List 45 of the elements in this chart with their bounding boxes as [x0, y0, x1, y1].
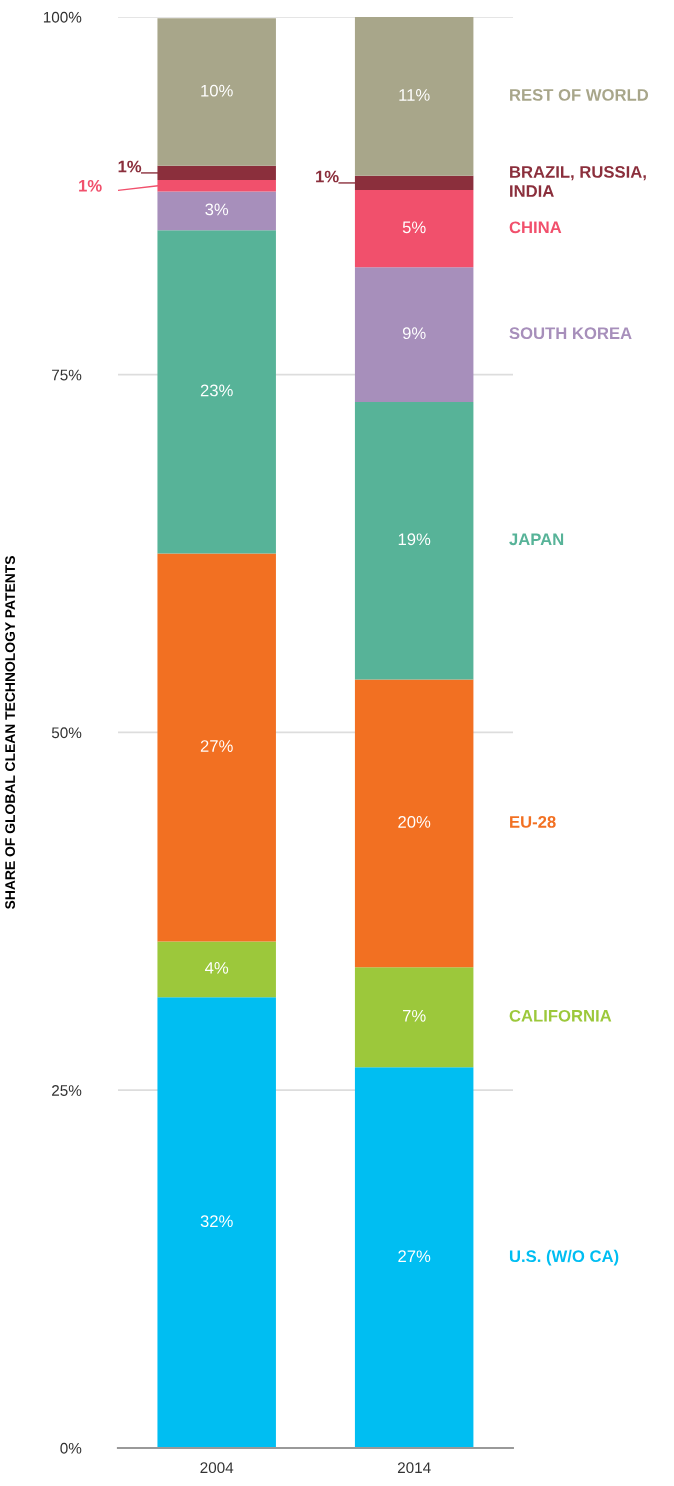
y-axis-title: SHARE OF GLOBAL CLEAN TECHNOLOGY PATENTS — [5, 556, 16, 910]
data-label: 23% — [200, 384, 233, 397]
text: U.S. (W/O CA) — [509, 1249, 619, 1266]
bar — [157, 941, 276, 998]
text: SOUTH KOREA — [509, 327, 632, 340]
y-tick-label: 100% — [43, 11, 82, 23]
data-label: 7% — [402, 1009, 426, 1022]
text: EU-28 — [510, 815, 556, 828]
bar — [354, 16, 474, 176]
data-label: 27% — [200, 740, 233, 752]
x-tick-label: 2004 — [200, 1462, 234, 1474]
data-label: 1% — [316, 170, 339, 183]
bar — [157, 553, 276, 942]
data-label: 11% — [399, 89, 430, 101]
bar — [354, 967, 474, 1068]
data-label: 3% — [205, 203, 229, 216]
bar — [354, 1067, 474, 1448]
data-label: 4% — [205, 962, 229, 974]
text: CALIFORNIA — [509, 1009, 612, 1022]
text: BRAZIL, RUSSIA, INDIA — [510, 166, 646, 197]
bar — [157, 18, 276, 166]
bar — [354, 679, 474, 968]
bar — [354, 267, 474, 402]
bar — [157, 191, 276, 231]
y-tick-label: 50% — [51, 727, 82, 739]
bar — [157, 230, 276, 554]
y-tick-label: 75% — [52, 369, 82, 381]
data-label: 20% — [398, 815, 431, 828]
data-label: 19% — [398, 533, 431, 546]
y-tick-label: 25% — [52, 1085, 82, 1096]
text: JAPAN — [509, 533, 564, 546]
bar — [157, 997, 276, 1448]
x-tick-label: 2014 — [397, 1462, 431, 1474]
data-label: 9% — [402, 327, 426, 340]
data-label: 5% — [402, 221, 426, 234]
data-label: 32% — [200, 1215, 233, 1228]
y-tick-label: 0% — [60, 1442, 82, 1454]
bar — [354, 401, 474, 680]
data-label: 27% — [398, 1250, 431, 1263]
text: REST OF WORLD — [510, 89, 649, 101]
bar — [354, 190, 474, 268]
data-label: 10% — [201, 84, 233, 97]
data-label: 1% — [79, 179, 102, 192]
data-label: 1% — [118, 160, 142, 173]
text: CHINA — [509, 221, 562, 234]
